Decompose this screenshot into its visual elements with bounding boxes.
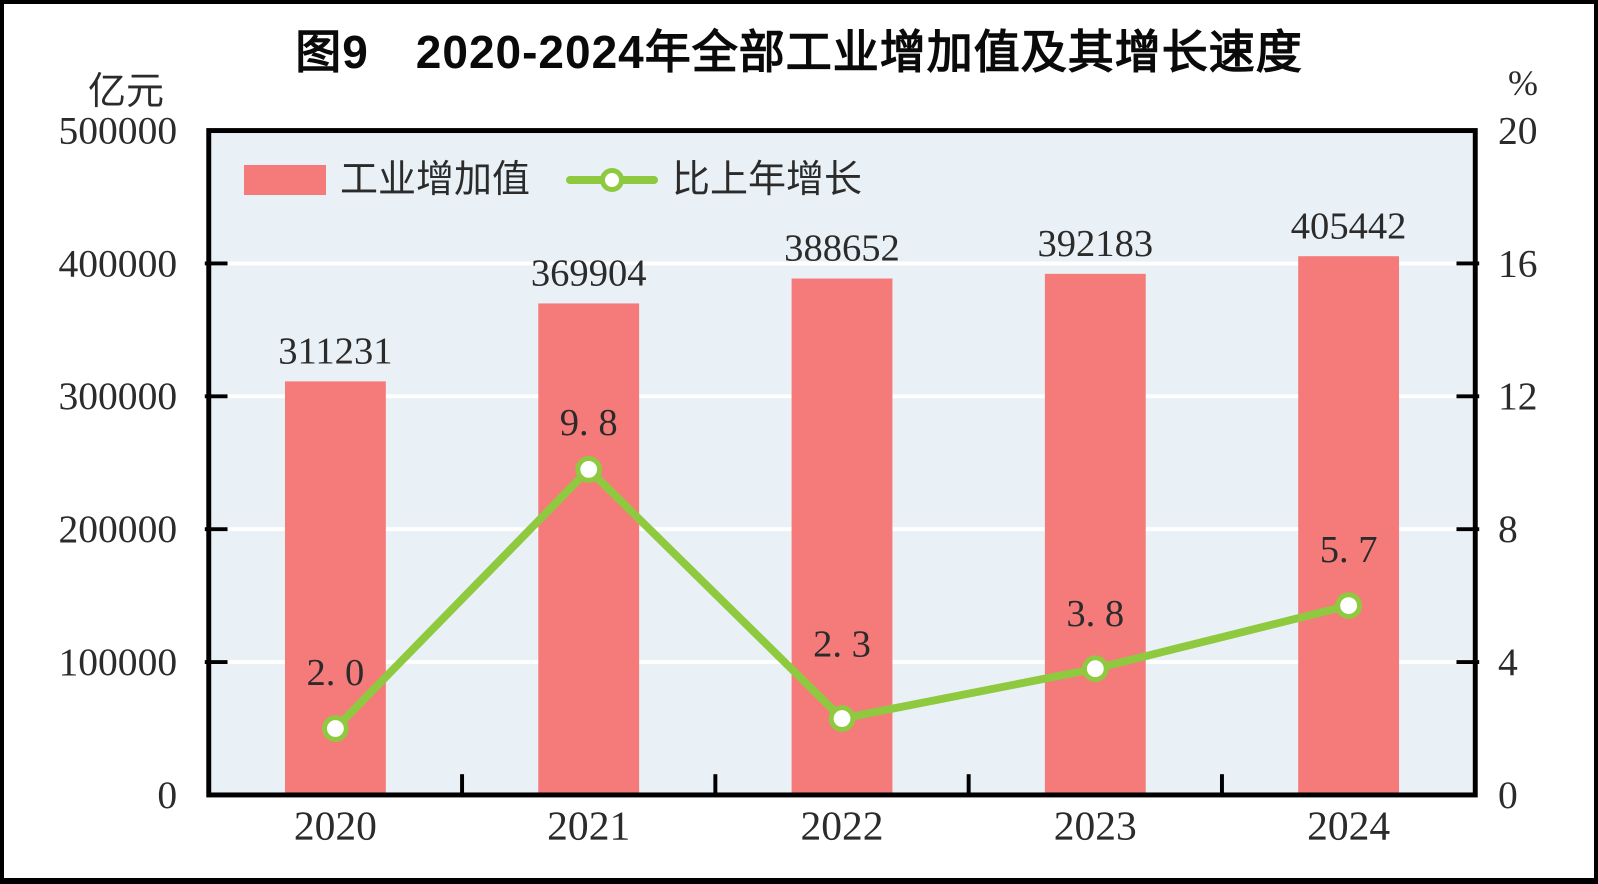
left-axis-tick-label: 300000 — [59, 374, 178, 418]
line-value-label-2024: 5. 7 — [1320, 529, 1378, 571]
x-axis-label-2021: 2021 — [547, 802, 630, 848]
line-value-label-2022: 2. 3 — [813, 623, 871, 665]
x-axis-label-2023: 2023 — [1054, 802, 1137, 848]
bar-value-label-2022: 388652 — [784, 228, 900, 270]
line-series-legend-marker-icon — [600, 168, 625, 192]
line-value-label-2021: 9. 8 — [560, 402, 618, 444]
line-marker-icon-2023 — [1081, 655, 1109, 683]
left-axis-unit-label: 亿元 — [88, 71, 165, 113]
combo-chart-canvas: 311231 369904 388652 392183 405442 2. 0 9. 8 2.… — [59, 108, 1538, 848]
right-axis-tick-label: 8 — [1498, 507, 1518, 551]
chart-legend: 工业增加值 比上年增长 — [244, 159, 862, 201]
left-axis-tick-label: 200000 — [59, 507, 178, 551]
right-axis-tick-label: 20 — [1498, 108, 1538, 152]
left-axis-tick-label: 100000 — [59, 640, 178, 684]
line-marker-icon-2022 — [828, 705, 856, 732]
line-marker-icon-2021 — [575, 456, 603, 483]
bar-2021 — [538, 303, 640, 795]
line-marker-icon-2024 — [1335, 592, 1362, 619]
right-axis-unit-label: % — [1508, 63, 1538, 103]
bar-2024 — [1298, 256, 1400, 795]
x-axis-label-2020: 2020 — [294, 802, 377, 848]
plot-border — [206, 128, 1478, 798]
left-axis-tick-label: 500000 — [59, 108, 178, 152]
bar-series-legend-label: 工业增加值 — [340, 159, 531, 201]
right-axis-tick-label: 16 — [1498, 241, 1538, 285]
chart-title: 图9 2020-2024年全部工业增加值及其增长速度 — [295, 26, 1303, 78]
bar-value-label-2023: 392183 — [1037, 223, 1153, 265]
bar-value-label-2021: 369904 — [531, 253, 647, 295]
line-series-legend-label: 比上年增长 — [672, 159, 863, 201]
bar-value-label-2020: 311231 — [278, 331, 392, 373]
x-axis-label-2024: 2024 — [1307, 802, 1390, 848]
line-series-legend-symbol — [566, 159, 659, 201]
right-axis-tick-label: 4 — [1498, 640, 1518, 684]
x-axis-label-2022: 2022 — [800, 802, 883, 848]
bar-series-legend-swatch — [244, 165, 326, 195]
line-value-label-2023: 3. 8 — [1066, 593, 1124, 635]
line-marker-icon-2020 — [322, 715, 349, 742]
line-value-label-2020: 2. 0 — [306, 652, 364, 694]
bar-value-label-2024: 405442 — [1291, 205, 1407, 247]
right-axis-tick-label: 12 — [1498, 374, 1538, 418]
left-axis-tick-label: 0 — [157, 773, 177, 817]
bar-2023 — [1044, 273, 1146, 795]
left-axis-tick-label: 400000 — [59, 241, 178, 285]
right-axis-tick-label: 0 — [1498, 773, 1518, 817]
